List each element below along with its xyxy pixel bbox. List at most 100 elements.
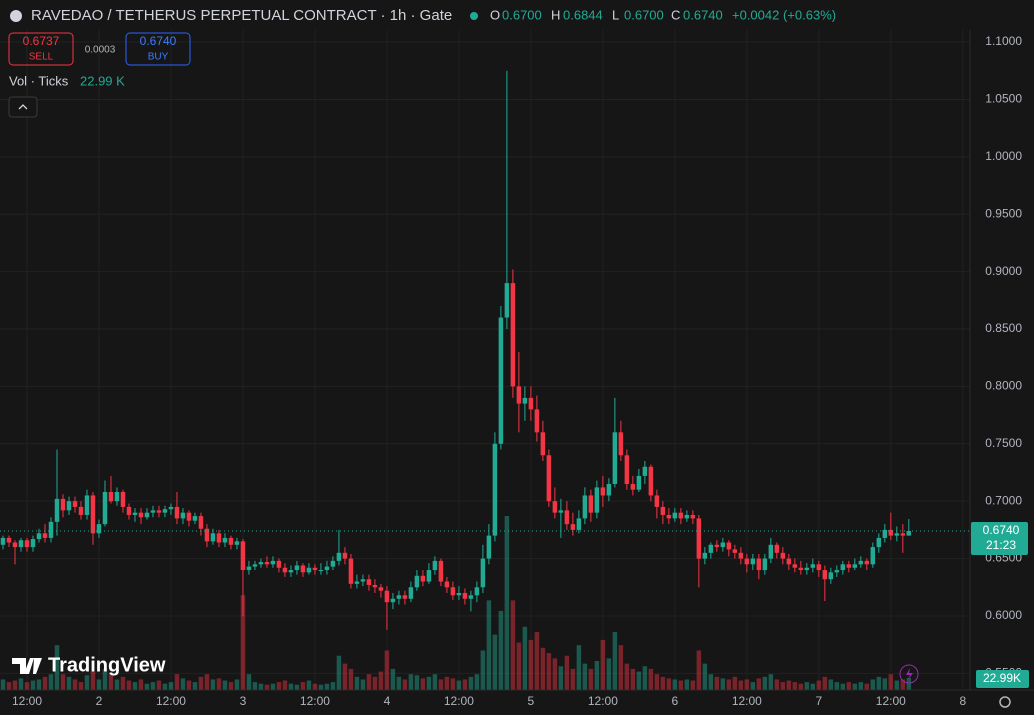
candle-body	[204, 528, 210, 542]
candle-body	[894, 533, 900, 536]
volume-bar	[300, 682, 306, 690]
candle-body	[702, 552, 708, 559]
settings-icon[interactable]	[999, 696, 1011, 708]
candle-body	[540, 432, 546, 456]
sell-button[interactable]	[8, 32, 74, 66]
volume-bar	[642, 666, 648, 690]
candle-body	[366, 579, 372, 585]
volume-bar	[462, 679, 468, 690]
candle-body	[60, 498, 66, 511]
volume-bar	[414, 675, 420, 690]
volume-bar	[198, 676, 204, 690]
candle-body	[126, 506, 132, 515]
volume-bar	[108, 674, 114, 690]
volume-bar	[180, 678, 186, 690]
candle-body	[6, 537, 12, 543]
volume-bar	[816, 680, 822, 690]
candle-body	[726, 542, 732, 550]
candle-body	[276, 560, 282, 568]
volume-bar	[252, 682, 258, 690]
volume-bar	[648, 668, 654, 690]
flash-icon[interactable]	[899, 664, 919, 684]
volume-bar	[636, 671, 642, 690]
volume-bar	[306, 680, 312, 690]
volume-bar	[168, 682, 174, 690]
volume-bar	[540, 647, 546, 690]
logo-text: TradingView	[48, 654, 166, 676]
y-tick-label: 0.9000	[985, 264, 1022, 278]
collapse-button[interactable]	[8, 96, 38, 118]
volume-bar	[708, 674, 714, 690]
candle-body	[660, 506, 666, 515]
volume-bar	[768, 674, 774, 690]
candle-body	[600, 487, 606, 496]
candle-body	[414, 575, 420, 588]
volume-bar	[726, 679, 732, 690]
volume-bar	[132, 682, 138, 690]
candle-body	[852, 564, 858, 568]
candle-body	[810, 564, 816, 568]
candle-body	[42, 533, 48, 538]
candle-body	[186, 512, 192, 521]
volume-bar	[576, 645, 582, 690]
buy-label: BUY	[148, 52, 169, 63]
ohlc-value: 0.6844	[563, 7, 603, 22]
candle-body	[252, 564, 258, 567]
candle-body	[498, 317, 504, 444]
candle-body	[216, 533, 222, 543]
candle-body	[696, 518, 702, 559]
candle-body	[906, 531, 912, 536]
volume-bar	[552, 658, 558, 690]
candle-body	[612, 432, 618, 484]
volume-bar	[456, 680, 462, 690]
candle-body	[258, 562, 264, 565]
candle-body	[642, 466, 648, 476]
volume-bar	[690, 680, 696, 690]
volume-bar	[432, 674, 438, 690]
symbol-icon	[10, 10, 22, 22]
volume-bar	[114, 679, 120, 690]
volume-bar	[240, 595, 246, 690]
candle-body	[570, 524, 576, 530]
volume-bar	[66, 676, 72, 690]
volume-bar	[618, 645, 624, 690]
y-tick-label: 0.8500	[985, 321, 1022, 335]
candle-body	[456, 593, 462, 596]
candle-body	[480, 558, 486, 588]
volume-bar	[372, 676, 378, 690]
candle-body	[360, 579, 366, 582]
volume-bar	[162, 683, 168, 690]
candle-body	[378, 587, 384, 591]
volume-bar	[822, 676, 828, 690]
volume-bar	[870, 679, 876, 690]
x-tick-label: 12:00	[876, 694, 906, 708]
change: +0.0042 (+0.63%)	[732, 7, 836, 22]
volume-legend-label: Vol · Ticks	[9, 73, 69, 88]
volume-bar	[360, 679, 366, 690]
spread: 0.0003	[85, 45, 116, 56]
candle-body	[630, 483, 636, 490]
candle-body	[324, 566, 330, 571]
candle-body	[636, 475, 642, 490]
candle-body	[36, 533, 42, 540]
buy-button[interactable]	[125, 32, 191, 66]
candle-body	[156, 510, 162, 513]
candle-body	[756, 558, 762, 571]
candle-body	[270, 560, 276, 565]
volume-bar	[756, 678, 762, 690]
candle-body	[732, 549, 738, 553]
candle-body	[120, 492, 126, 507]
volume-bars	[0, 516, 912, 690]
candle-body	[342, 552, 348, 559]
candle-body	[672, 512, 678, 519]
volume-bar	[834, 682, 840, 690]
volume-bar	[324, 683, 330, 690]
volume-bar	[654, 674, 660, 690]
candle-body	[78, 506, 84, 515]
volume-bar	[72, 679, 78, 690]
symbol-title[interactable]: RAVEDAO / TETHERUS PERPETUAL CONTRACT · …	[31, 7, 452, 24]
y-tick-label: 1.1000	[985, 34, 1022, 48]
volume-bar	[390, 668, 396, 690]
volume-bar	[624, 663, 630, 690]
